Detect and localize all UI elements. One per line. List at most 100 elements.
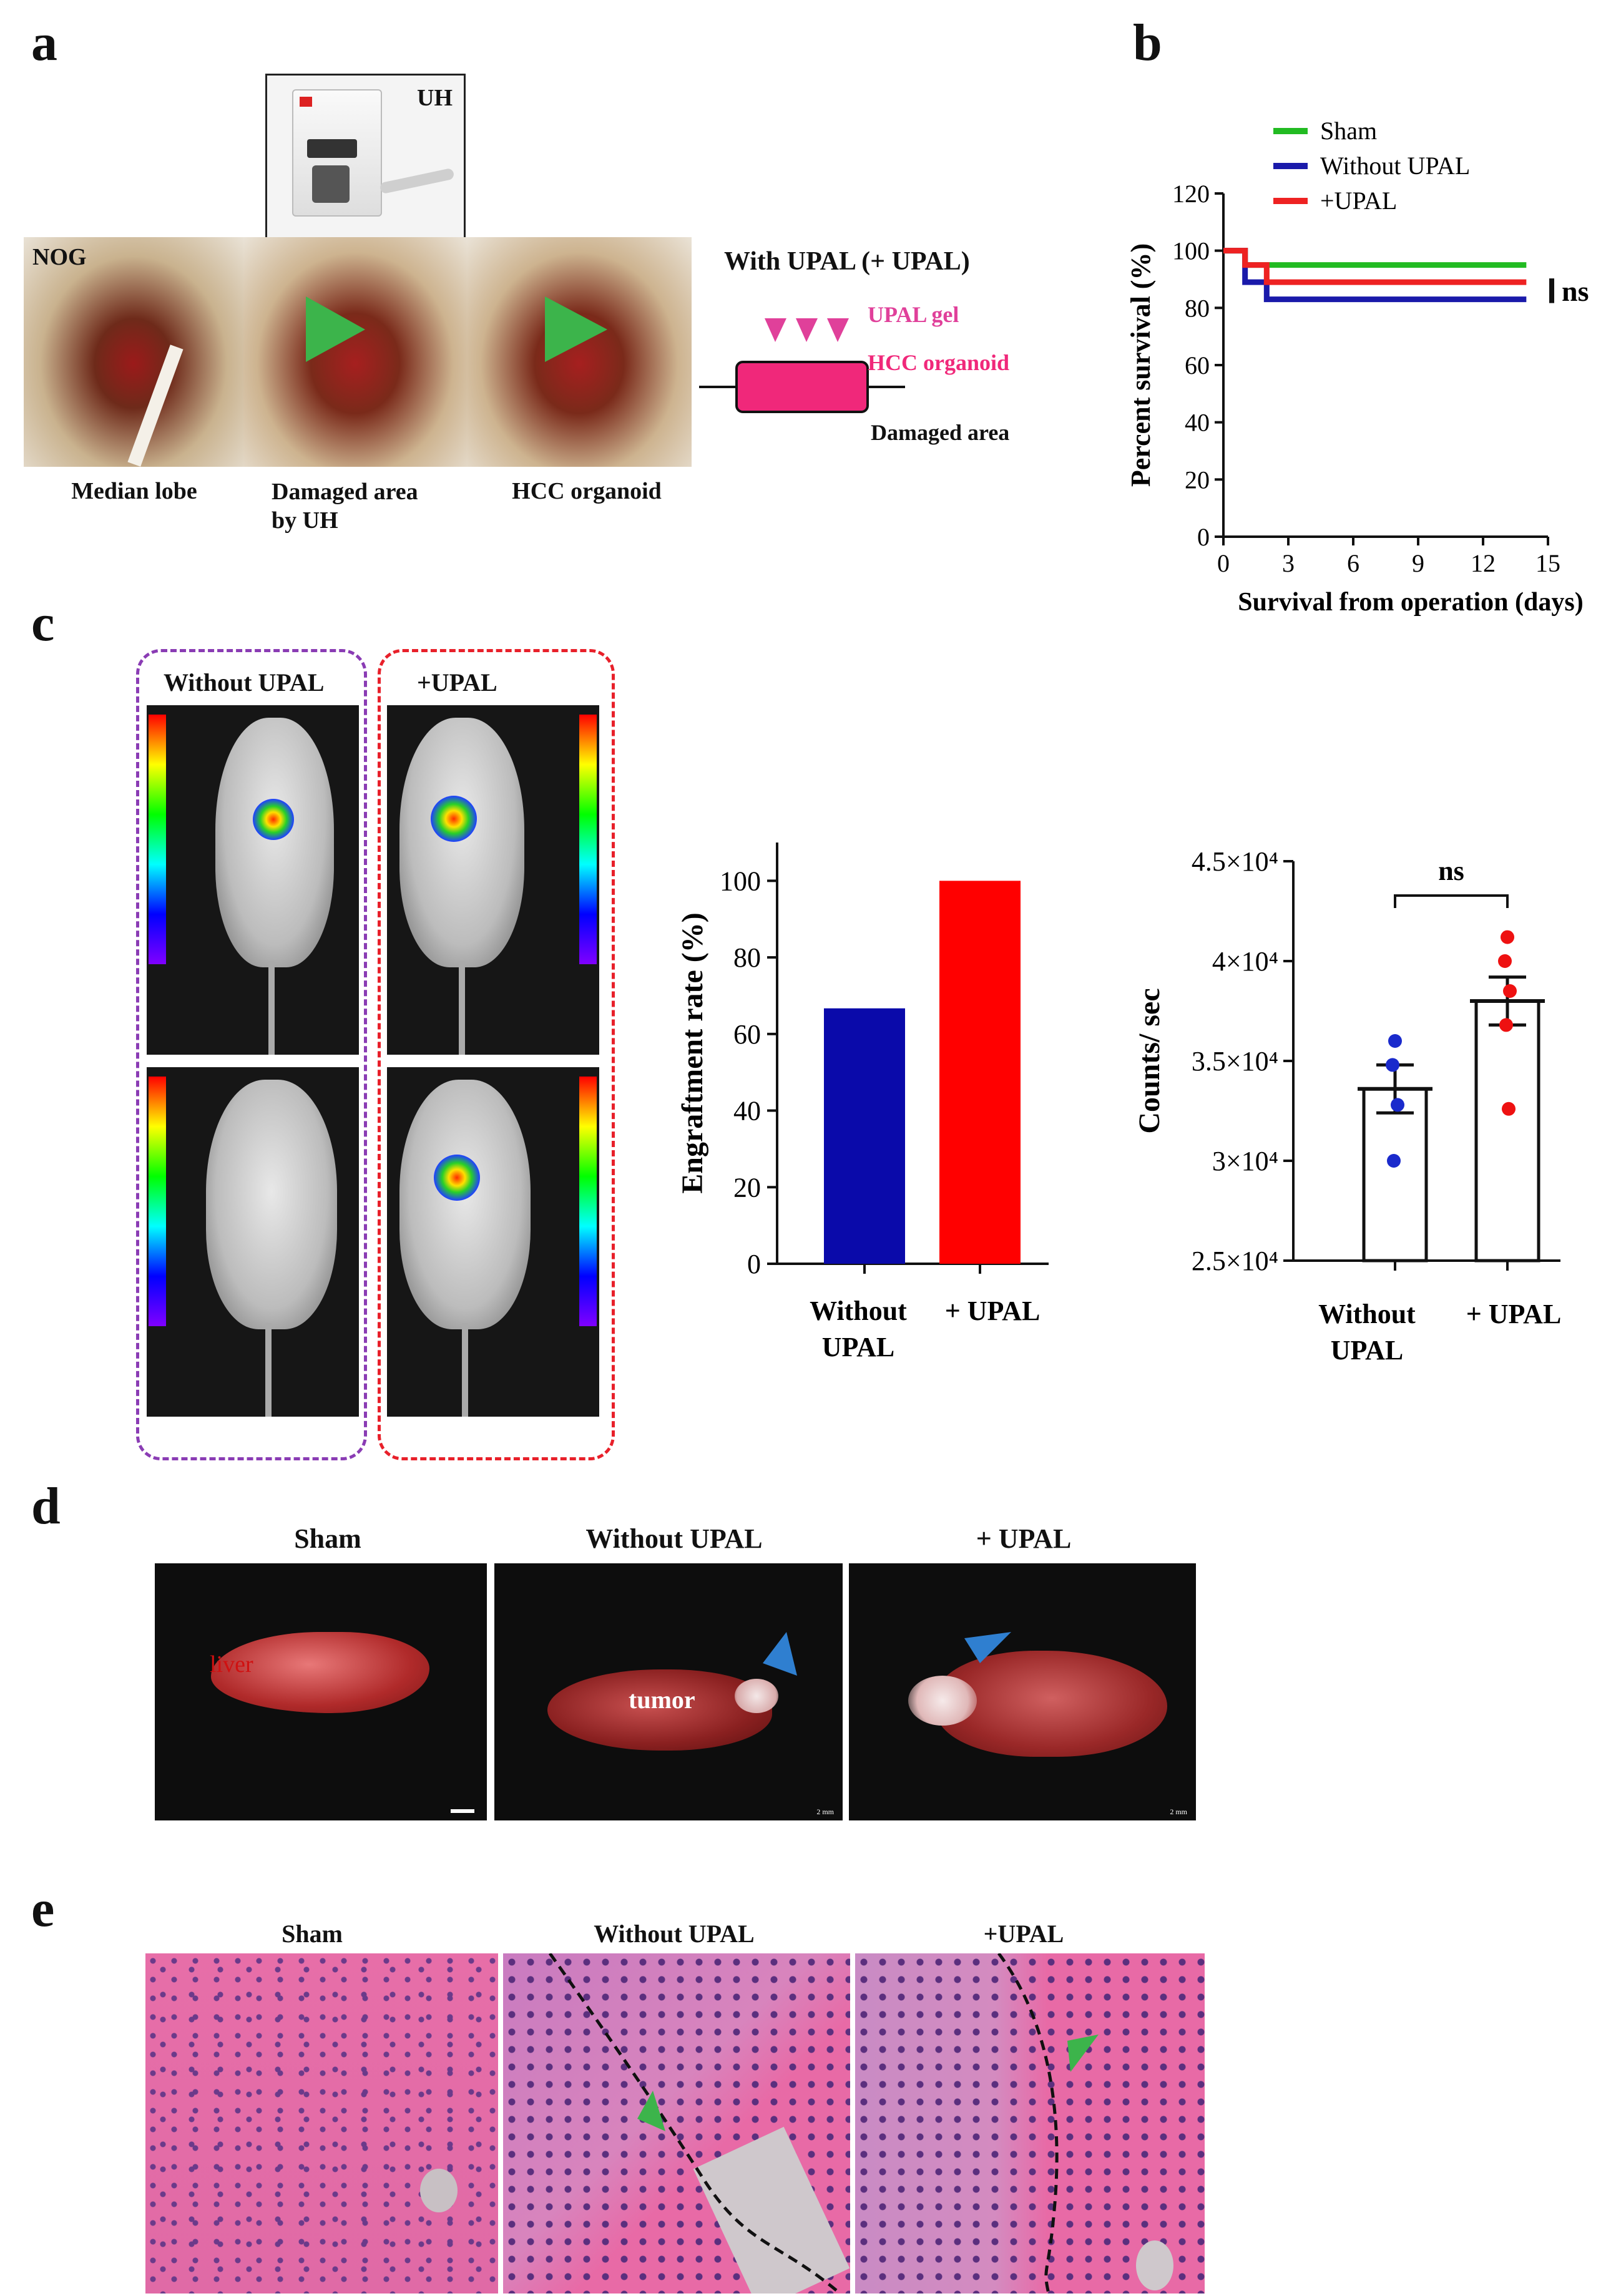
tumor-spot	[908, 1676, 977, 1726]
panel-e-title-upal: +UPAL	[983, 1920, 1064, 1948]
y-tick-label: 2.5×10⁴	[1192, 1246, 1278, 1276]
device-keypad	[312, 165, 350, 203]
panel-e-title-without-upal: Without UPAL	[594, 1920, 755, 1948]
upal-schematic	[699, 318, 905, 413]
liver-photo-without-upal: tumor 2 mm	[494, 1563, 843, 1820]
device-label: UH	[417, 85, 453, 111]
y-tick-label: 4×10⁴	[1212, 946, 1278, 977]
central-vein	[420, 2169, 458, 2212]
y-tick-label: 100	[720, 866, 761, 896]
data-point	[1502, 1102, 1516, 1116]
y-axis-label: Engraftment rate (%)	[676, 912, 709, 1194]
y-tick-label: 20	[733, 1172, 761, 1203]
schematic-damaged-label: Damaged area	[871, 420, 1010, 445]
liver-lobe	[547, 1669, 772, 1751]
y-tick-label: 3.5×10⁴	[1192, 1046, 1278, 1077]
data-point	[1498, 954, 1512, 968]
series-line-2	[1223, 248, 1527, 285]
scale-bar	[451, 1809, 474, 1813]
data-point	[1499, 1018, 1513, 1032]
device-body	[292, 89, 382, 217]
ivis-without-upal-2	[147, 1067, 359, 1417]
mouse-tail	[268, 961, 275, 1055]
ivis-upal-2	[387, 1067, 599, 1417]
tumor-boundary	[548, 1953, 841, 2294]
x-tick-label: Without	[1318, 1299, 1416, 1329]
bar-1	[939, 881, 1021, 1264]
y-tick-label: 3×10⁴	[1212, 1146, 1278, 1176]
y-tick-label: 120	[1172, 180, 1210, 208]
group-label-upal: +UPAL	[417, 668, 497, 696]
y-tick-label: 40	[1185, 409, 1210, 437]
uh-device-photo: UH	[265, 74, 466, 241]
green-arrowhead-icon	[1067, 2035, 1099, 2072]
x-tick-label: + UPAL	[1466, 1299, 1562, 1329]
y-tick-label: 60	[733, 1019, 761, 1050]
luminescence-spot	[434, 1155, 480, 1201]
y-tick-label: 4.5×10⁴	[1192, 846, 1278, 877]
surgery-photo-damaged-area	[243, 237, 467, 467]
legend-label-1: Without UPAL	[1320, 152, 1470, 180]
blue-arrowhead-icon	[763, 1632, 797, 1676]
data-point	[1388, 1034, 1402, 1048]
arrowhead-organoid	[545, 296, 607, 362]
strain-label: NOG	[32, 244, 87, 270]
y-axis-label: Counts/ sec	[1133, 988, 1166, 1133]
group-label-without-upal: Without UPAL	[164, 668, 325, 696]
tumor-boundary	[997, 1953, 1059, 2294]
mouse-silhouette	[399, 1080, 531, 1329]
panel-d-title-sham: Sham	[294, 1523, 361, 1554]
caption-damaged-area-text: Damaged area by UH	[272, 479, 418, 534]
liver-photo-upal: 2 mm	[849, 1563, 1196, 1820]
data-point	[1391, 1098, 1404, 1112]
legend-label-0: Sham	[1320, 117, 1377, 145]
green-arrowhead-icon	[545, 296, 607, 362]
surgery-photo-hcc-organoid	[467, 237, 692, 467]
x-tick-label: UPAL	[1331, 1335, 1404, 1365]
colorbar-without-upal-1	[149, 715, 166, 964]
group-box-upal	[378, 649, 615, 1460]
mouse-silhouette	[399, 718, 524, 967]
y-tick-label: 80	[1185, 294, 1210, 322]
x-tick-label: 0	[1217, 549, 1230, 577]
panel-label-c: c	[31, 594, 55, 652]
x-axis-label: Survival from operation (days)	[1238, 588, 1583, 617]
ivis-upal-1	[387, 705, 599, 1055]
boundary-layer	[997, 1953, 1099, 2294]
data-point	[1503, 984, 1517, 998]
gel-triangle-icon	[796, 318, 818, 342]
colorbar-without-upal-2	[149, 1077, 166, 1326]
gel-triangle-icon	[827, 318, 849, 342]
histology-sham	[145, 1953, 498, 2294]
tumor-spot	[735, 1679, 778, 1713]
x-tick-label: 6	[1347, 549, 1359, 577]
x-tick-label: 15	[1535, 549, 1560, 577]
y-tick-label: 80	[733, 942, 761, 973]
y-tick-label: 40	[733, 1096, 761, 1126]
mouse-tail	[265, 1323, 272, 1417]
scale-bar-label: 2 mm	[816, 1807, 834, 1816]
bar-0	[824, 1008, 905, 1264]
schematic-title: With UPAL (+ UPAL)	[724, 247, 970, 276]
schematic-organoid-label: HCC organoid	[868, 350, 1010, 375]
surgery-photo-median-lobe: NOG	[24, 237, 243, 467]
mouse-tail	[462, 1323, 468, 1417]
panel-label-d: d	[31, 1477, 61, 1535]
x-tick-label: 3	[1282, 549, 1295, 577]
data-point	[1387, 1154, 1401, 1168]
panel-d-title-without-upal: Without UPAL	[585, 1523, 763, 1554]
group-box-without-upal	[136, 649, 367, 1460]
panel-e-title-sham: Sham	[282, 1920, 343, 1948]
data-point	[1501, 930, 1514, 944]
boundary-layer	[548, 1953, 841, 2294]
vessel	[1136, 2240, 1173, 2290]
engraftment-chart: 0 20 40 60 80 100 Without UPAL + UPAL Engraftment…	[676, 843, 1049, 1362]
liver-photo-sham: liver	[155, 1563, 487, 1820]
significance-label: ns	[1438, 856, 1464, 886]
arrowhead-damaged	[306, 296, 365, 362]
x-tick-label: UPAL	[822, 1332, 895, 1362]
significance-bracket	[1394, 894, 1509, 908]
scale-bar-label: 2 mm	[1170, 1807, 1187, 1816]
caption-median-lobe: Median lobe	[71, 478, 197, 504]
survival-chart: 0 20 40 60 80 100 120 0 3 6 9 12 15 Survival from ope…	[1125, 117, 1589, 617]
